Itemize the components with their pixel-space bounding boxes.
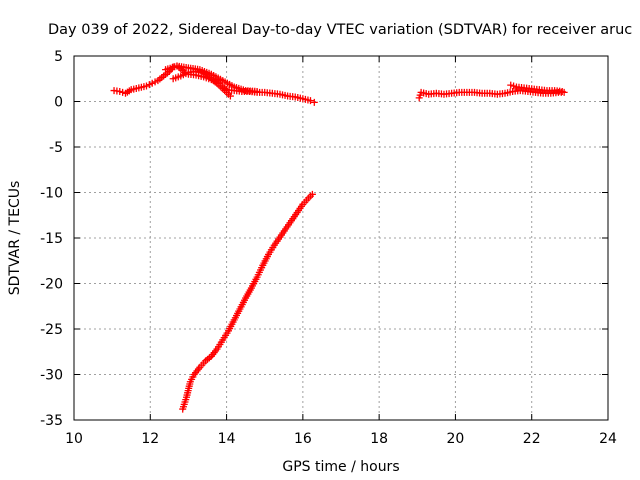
y-tick-label: 0 bbox=[54, 95, 63, 111]
x-tick-label: 22 bbox=[523, 431, 541, 447]
x-axis-title: GPS time / hours bbox=[282, 459, 399, 475]
x-tick-label: 24 bbox=[599, 431, 617, 447]
x-tick-label: 10 bbox=[65, 431, 83, 447]
axis-ticks: 10 12 14 16 18 20 22 24 5 0 -5 -10 -15 -20 -25 -30 -35 bbox=[40, 49, 617, 447]
y-tick-label: -10 bbox=[40, 186, 63, 202]
data-point bbox=[308, 190, 316, 198]
y-tick-label: -25 bbox=[40, 322, 63, 338]
y-tick-label: 5 bbox=[54, 49, 63, 65]
y-axis-title: SDTVAR / TECUs bbox=[7, 181, 23, 296]
y-tick-label: -35 bbox=[40, 413, 63, 429]
x-tick-label: 18 bbox=[370, 431, 388, 447]
data-point bbox=[226, 92, 234, 100]
y-tick-label: -5 bbox=[49, 140, 63, 156]
chart-title: Day 039 of 2022, Sidereal Day-to-day VTE… bbox=[48, 22, 632, 38]
data-points bbox=[110, 62, 568, 413]
x-tick-label: 20 bbox=[447, 431, 465, 447]
grid-lines bbox=[74, 56, 608, 420]
y-tick-label: -15 bbox=[40, 231, 63, 247]
y-tick-label: -20 bbox=[40, 277, 63, 293]
data-point bbox=[253, 87, 261, 95]
x-tick-label: 16 bbox=[294, 431, 312, 447]
y-tick-label: -30 bbox=[40, 368, 63, 384]
data-point bbox=[558, 87, 566, 95]
x-tick-label: 14 bbox=[218, 431, 236, 447]
x-tick-label: 12 bbox=[141, 431, 159, 447]
data-point bbox=[310, 98, 318, 106]
data-point bbox=[306, 97, 314, 105]
